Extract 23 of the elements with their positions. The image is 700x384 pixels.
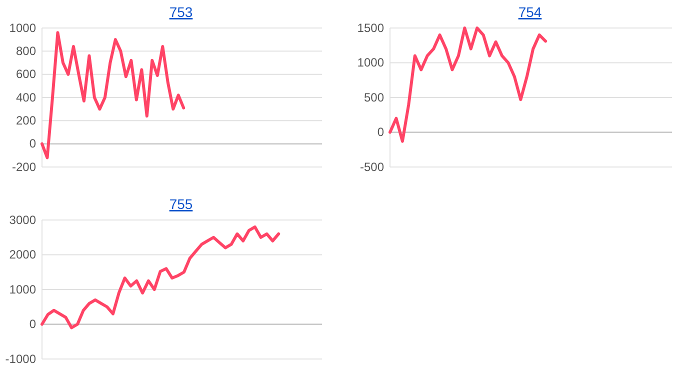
chart-title: 753 (169, 4, 193, 20)
y-tick-label: 1000 (9, 282, 36, 296)
y-tick-label: 1500 (357, 20, 384, 35)
y-tick-label: 1000 (357, 56, 384, 70)
y-tick-label: 2000 (9, 248, 36, 262)
y-tick-label: 600 (16, 67, 36, 82)
y-tick-label: 1000 (9, 20, 36, 35)
y-tick-label: 3000 (9, 212, 36, 227)
y-tick-label: -200 (12, 160, 36, 174)
chart-title: 755 (169, 196, 193, 212)
y-tick-label: 800 (16, 44, 36, 58)
y-tick-label: -500 (360, 160, 384, 174)
y-tick-label: 200 (16, 114, 36, 128)
y-tick-label: 400 (16, 90, 36, 104)
y-tick-label: 0 (29, 136, 36, 151)
line-series (40, 31, 186, 160)
y-tick-label: 0 (377, 125, 384, 140)
y-tick-label: 500 (364, 90, 384, 104)
line-series (388, 26, 548, 143)
line-series (40, 225, 280, 330)
chart-title: 754 (518, 4, 542, 20)
y-tick-label: 0 (29, 317, 36, 332)
y-tick-label: -1000 (5, 352, 36, 366)
